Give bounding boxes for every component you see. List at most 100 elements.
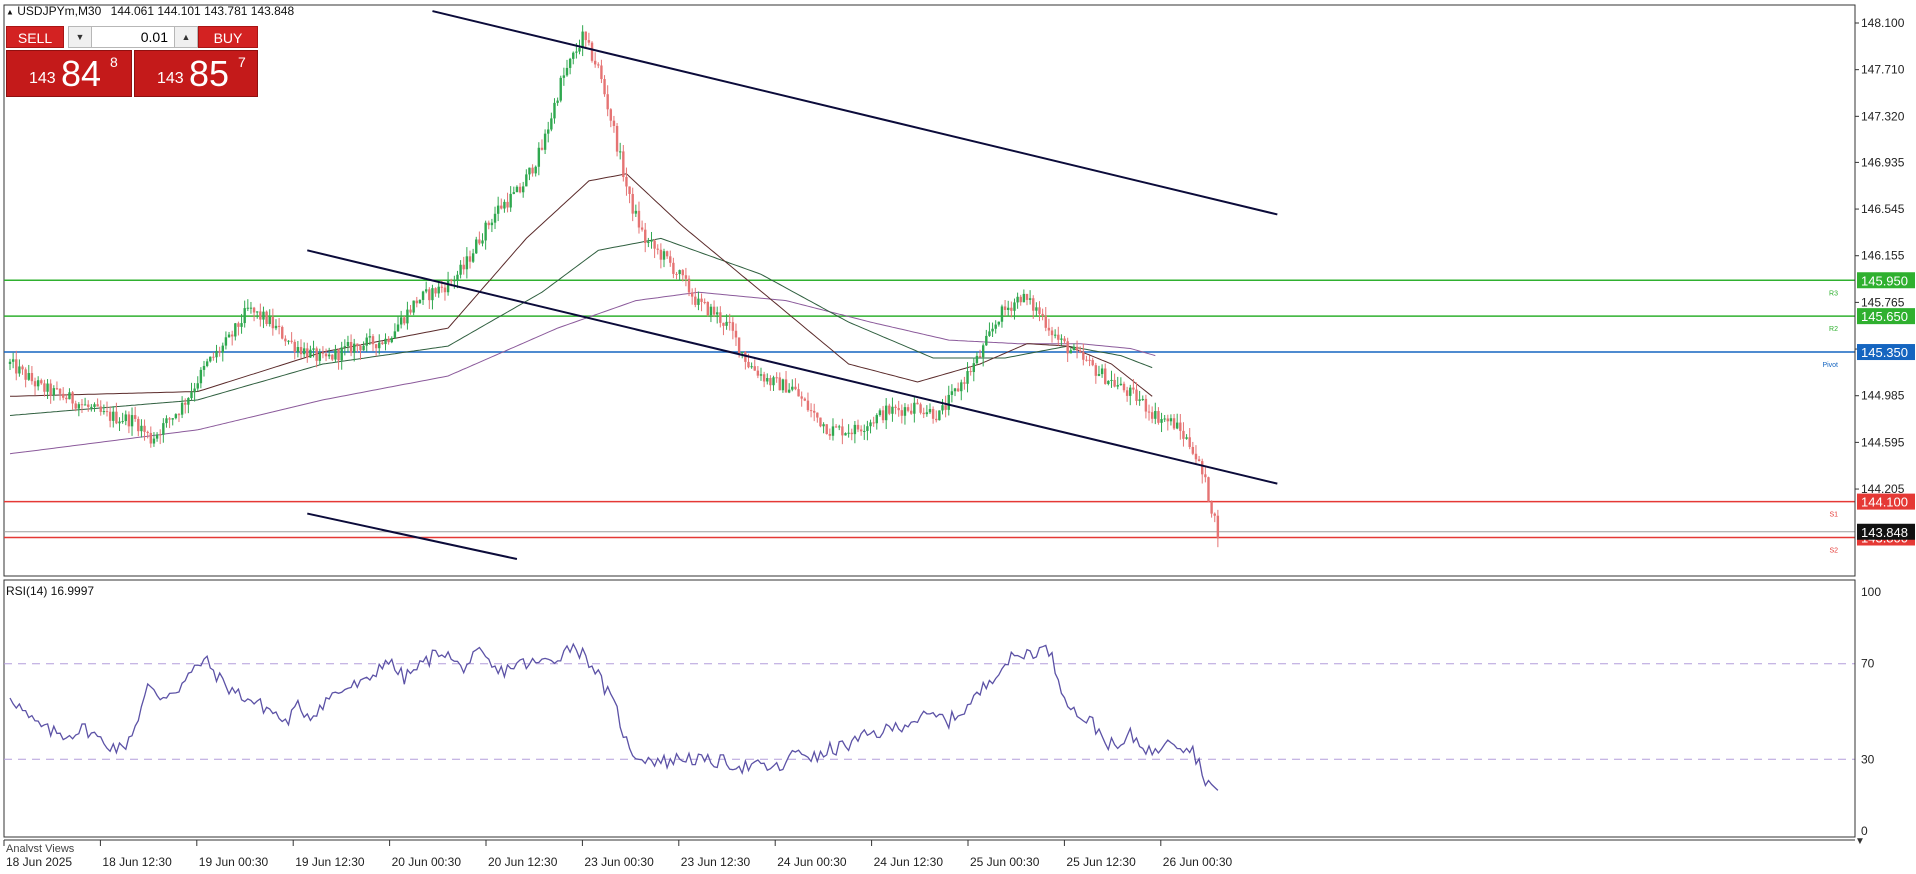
candlestick (265, 310, 268, 327)
candle-body (71, 392, 74, 404)
buy-price-main: 85 (189, 53, 230, 94)
candle-body (384, 338, 387, 345)
candle-body (453, 280, 456, 282)
candle-body (528, 167, 531, 175)
candlestick (130, 407, 134, 436)
candle-body (659, 249, 663, 260)
candle-body (58, 388, 62, 394)
candlestick (813, 403, 816, 422)
channel-line-2 (307, 249, 1278, 485)
candlestick (769, 375, 772, 391)
candle-body (597, 64, 600, 66)
candlestick (121, 412, 124, 424)
candlestick (193, 382, 196, 402)
analyst-views-tab[interactable]: Analyst Views (6, 841, 74, 852)
candle-body (190, 392, 193, 399)
candle-body (434, 288, 437, 294)
candlestick (1132, 379, 1135, 394)
candle-body (1091, 360, 1094, 366)
candle-body (246, 307, 250, 309)
candle-body (387, 338, 390, 343)
candle-body (77, 404, 81, 409)
candlestick (1129, 384, 1132, 406)
candlestick (1044, 306, 1047, 332)
candle-body (68, 392, 71, 400)
candlestick (1085, 355, 1088, 362)
rsi-line (9, 642, 1219, 791)
candlestick (938, 410, 941, 421)
sell-price-prefix: 143 (29, 70, 56, 87)
candlestick (52, 385, 56, 401)
candle-body (769, 378, 772, 386)
candle-body (162, 423, 165, 435)
candle-body (212, 356, 215, 358)
candle-body (715, 312, 719, 315)
candlestick (775, 372, 778, 383)
candle-body (653, 240, 656, 249)
candle-body (496, 205, 500, 214)
candlestick (61, 387, 65, 401)
candlestick (1094, 362, 1098, 384)
candlestick (1135, 382, 1138, 406)
candlestick (327, 347, 331, 360)
lot-increase-button[interactable]: ▲ (174, 26, 198, 48)
candlestick (816, 412, 819, 423)
candlestick (1078, 346, 1082, 354)
candlestick (728, 313, 731, 331)
candle-body (1000, 306, 1004, 322)
candlestick (102, 404, 106, 415)
candlestick (196, 376, 199, 392)
candle-body (859, 429, 863, 432)
lot-decrease-button[interactable]: ▼ (68, 26, 92, 48)
sell-price-button[interactable]: 143 84 8 (6, 50, 132, 97)
candlestick (40, 378, 43, 385)
candlestick (174, 413, 178, 420)
candle-body (650, 240, 653, 242)
candle-body (991, 328, 994, 332)
candlestick (650, 231, 653, 249)
candle-body (118, 421, 121, 424)
candlestick (550, 112, 553, 132)
collapse-arrow-icon[interactable]: ▲ (6, 7, 14, 17)
candle-body (534, 166, 537, 174)
candle-body (750, 366, 753, 368)
buy-button[interactable]: BUY (198, 26, 258, 48)
candlestick (249, 301, 253, 314)
candle-body (706, 302, 710, 316)
candlestick (209, 356, 212, 363)
candlestick (706, 301, 710, 317)
candle-body (415, 300, 418, 304)
candle-body (287, 340, 290, 342)
candlestick (365, 333, 368, 352)
candle-body (412, 300, 415, 313)
candle-body (581, 31, 584, 48)
candlestick (406, 301, 409, 330)
candlestick (897, 400, 900, 417)
rsi-tick-label: 30 (1861, 752, 1875, 766)
candlestick (537, 142, 541, 176)
candle-body (130, 415, 134, 427)
candlestick (684, 267, 688, 287)
candle-body (778, 377, 781, 391)
candle-body (468, 256, 472, 262)
buy-price-pipette: 7 (238, 54, 246, 70)
scroll-down-icon[interactable]: ▼ (1855, 836, 1865, 847)
candle-body (478, 239, 481, 244)
candlestick (762, 371, 766, 388)
candle-body (944, 405, 947, 410)
lot-size-input[interactable] (92, 26, 174, 48)
candlestick (625, 167, 628, 196)
buy-price-button[interactable]: 143 85 7 (134, 50, 258, 97)
candlestick (468, 250, 472, 269)
candle-body (133, 415, 137, 419)
candle-body (1003, 306, 1007, 310)
candlestick (659, 243, 663, 269)
symbol-label: USDJPYm,M30 (17, 4, 102, 18)
candlestick (1035, 302, 1038, 316)
candlestick (872, 416, 875, 427)
sell-button[interactable]: SELL (6, 26, 64, 48)
candlestick (669, 250, 672, 267)
candle-body (249, 307, 253, 309)
